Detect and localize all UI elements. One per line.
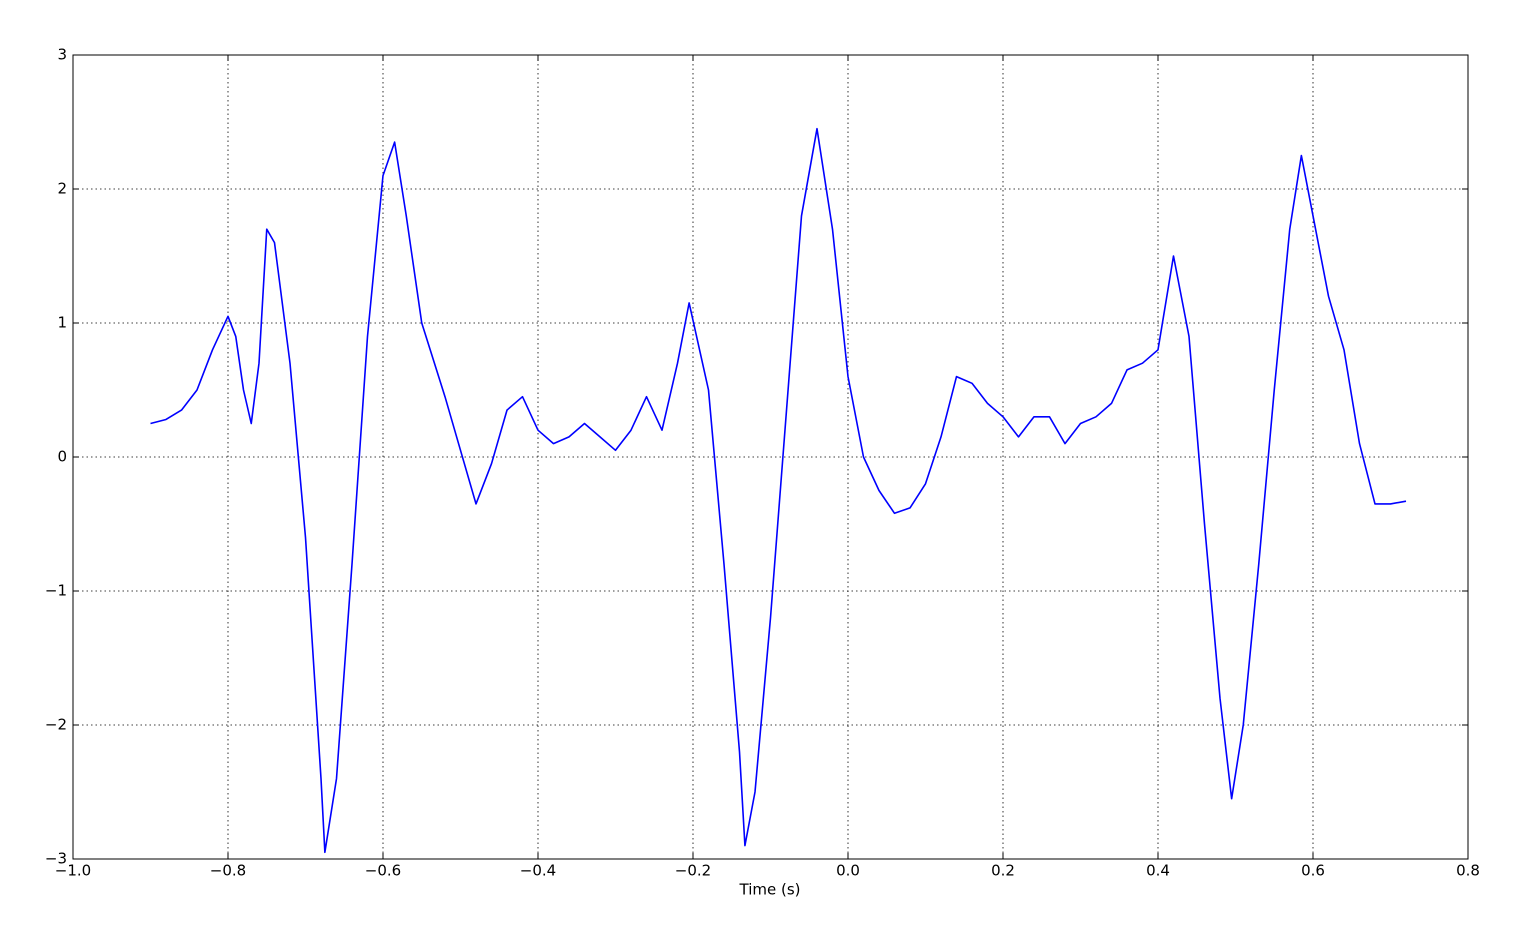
- x-tick-label: 0.4: [1146, 862, 1170, 880]
- x-tick-label: 0.6: [1301, 862, 1325, 880]
- y-tick-label: −1: [45, 582, 67, 600]
- data-line: [150, 127, 1407, 854]
- x-tick-label: 0.8: [1456, 862, 1480, 880]
- x-tick-label: −0.4: [520, 862, 556, 880]
- x-tick-label: 0.0: [836, 862, 860, 880]
- y-tick-label: 2: [57, 180, 67, 198]
- y-tick-label: 1: [57, 314, 67, 332]
- plot-frame: [72, 54, 1469, 860]
- x-tick-label: −0.2: [675, 862, 711, 880]
- x-tick-label: −0.6: [365, 862, 401, 880]
- y-tick-label: −3: [45, 850, 67, 868]
- y-tick-label: −2: [45, 716, 67, 734]
- x-tick-label: 0.2: [991, 862, 1015, 880]
- x-axis-label: Time (s): [739, 881, 801, 899]
- x-tick-label: −0.8: [210, 862, 246, 880]
- y-tick-label: 3: [57, 46, 67, 64]
- y-tick-label: 0: [57, 448, 67, 466]
- x-tick-label: −1.0: [55, 862, 91, 880]
